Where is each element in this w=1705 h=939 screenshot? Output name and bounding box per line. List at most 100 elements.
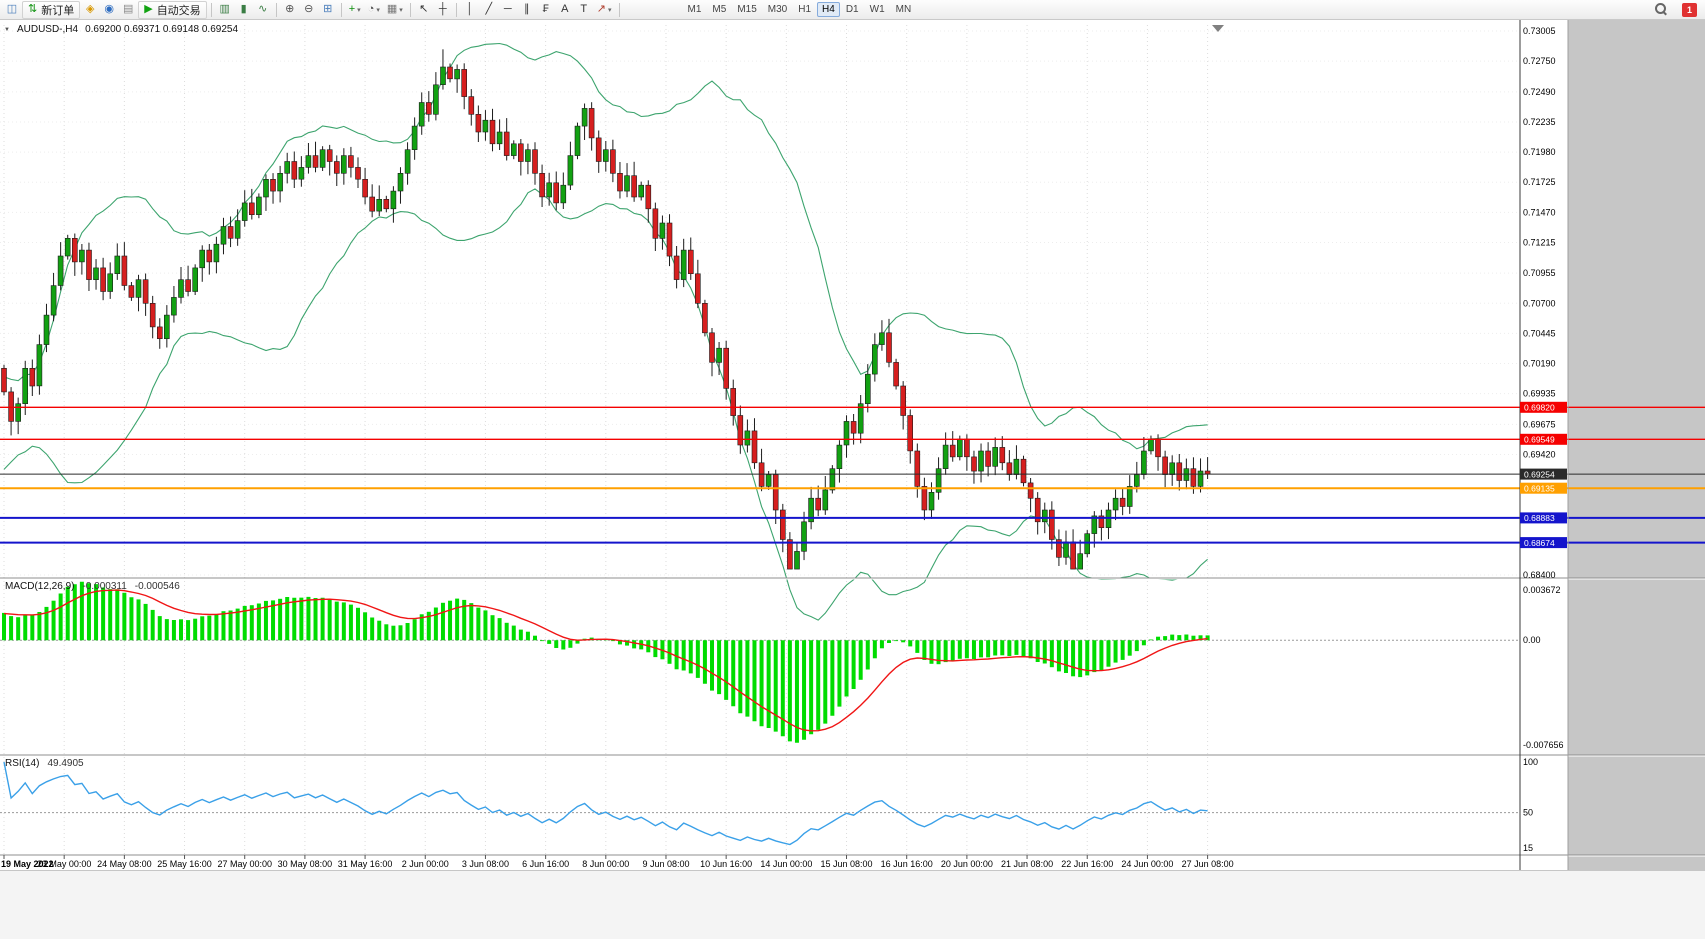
rsi-line: [3, 761, 1208, 846]
trendline-button[interactable]: ╱: [480, 1, 498, 19]
candle-body: [227, 226, 234, 239]
candle-body: [270, 179, 276, 192]
candlestick-mode-icon: ▮: [240, 3, 247, 15]
arrows-button[interactable]: ↗ ▾: [594, 1, 615, 19]
candle-body: [171, 297, 177, 316]
candle-body: [1141, 450, 1147, 475]
date-label: 19 May 2022: [1, 859, 54, 869]
periods-button[interactable]: ◔ ▾: [365, 1, 383, 19]
candle-body: [1190, 468, 1197, 487]
candle-body: [43, 314, 50, 345]
candle-body: [50, 285, 57, 316]
new-chart-button[interactable]: + ▾: [346, 1, 364, 19]
new-chart-button-dropdown-arrow[interactable]: ▾: [357, 6, 361, 14]
candle-body: [1162, 456, 1168, 475]
timeframe-h4-button[interactable]: H4: [817, 2, 840, 17]
date-label: 14 Jun 00:00: [760, 859, 812, 869]
candle-body: [291, 161, 298, 180]
notification-badge[interactable]: 1: [1682, 2, 1697, 17]
tile-windows-button[interactable]: ⊞: [319, 1, 337, 19]
price-badge: [1520, 537, 1567, 549]
accounts-icon: ◉: [104, 3, 115, 15]
timeframe-d1-button[interactable]: D1: [845, 4, 859, 15]
chart-shift-marker[interactable]: [1212, 25, 1224, 32]
price-badge-label: 0.69549: [1524, 435, 1555, 445]
candle-body: [496, 131, 503, 145]
timeframe-w1-button[interactable]: W1: [869, 4, 885, 15]
candle-body: [595, 137, 602, 162]
one-click-trading-toggle[interactable]: ▼: [4, 26, 10, 33]
candle-body: [893, 362, 899, 387]
zoom-in-button[interactable]: ⊕: [281, 1, 299, 19]
cursor-button[interactable]: ↖: [415, 1, 433, 19]
candle-body: [886, 332, 892, 363]
bottom-area: [0, 870, 1705, 939]
candle-body: [525, 149, 531, 162]
favorites-button[interactable]: ◈: [81, 1, 99, 19]
timeframe-h1-button[interactable]: H1: [798, 4, 812, 15]
candle-body: [588, 108, 595, 139]
chart-canvas[interactable]: 0.73005 0.72750 0.72490 0.72235 0.71980 0.717…: [0, 20, 1705, 870]
toolbar: ◫ ⇅ 新订单 ◈ ◉ ▤ ▶ 自动交易 ▥ ▮ ∿ ⊕ ⊖ ⊞ + ▾ ◔ ▾ ▦ ▾ ↖ ┼ │ ╱ ─ ∥ ₣ A T ↗ ▾ M1 M…: [0, 0, 1705, 20]
line-chart-mode-button[interactable]: ∿: [254, 1, 272, 19]
date-label: 16 Jun 16:00: [881, 859, 933, 869]
history-button[interactable]: ▤: [119, 1, 137, 19]
candle-body: [779, 509, 786, 540]
price-axis[interactable]: [1520, 20, 1568, 870]
candle-body: [787, 539, 793, 570]
timeframe-m30-button[interactable]: M30: [767, 4, 788, 15]
price-badge: [1520, 401, 1567, 413]
candle-body: [510, 143, 517, 156]
candle-body: [1049, 509, 1055, 540]
rsi-value: 49.4905: [47, 758, 84, 769]
candle-body: [532, 149, 538, 174]
autotrade-button[interactable]: ▶ 自动交易: [138, 0, 207, 19]
text-label-button[interactable]: T: [575, 1, 593, 19]
templates-button[interactable]: ▦ ▾: [384, 1, 406, 19]
candle-body: [234, 220, 241, 239]
candle-body: [567, 155, 574, 186]
candle-body: [610, 149, 616, 174]
candle-body: [680, 249, 687, 280]
equidistant-channel-button[interactable]: ∥: [518, 1, 536, 19]
line-chart-mode-icon: ∿: [258, 3, 268, 15]
horizontal-line-button[interactable]: ─: [499, 1, 517, 19]
zoom-out-button[interactable]: ⊖: [300, 1, 318, 19]
price-badge-label: 0.69254: [1524, 469, 1555, 479]
terminal-chart-button[interactable]: ◫: [3, 1, 21, 19]
candle-body: [638, 184, 645, 198]
arrows-button-dropdown-arrow[interactable]: ▾: [608, 6, 612, 14]
bar-chart-mode-button[interactable]: ▥: [216, 1, 234, 19]
crosshair-button[interactable]: ┼: [434, 1, 452, 19]
timeframe-m5-button[interactable]: M5: [712, 4, 727, 15]
candle-body: [312, 155, 319, 168]
toolbar-separator: [275, 2, 277, 17]
new-order-button[interactable]: ⇅ 新订单: [22, 0, 81, 19]
timeframe-mn-button[interactable]: MN: [895, 4, 912, 15]
periods-button-dropdown-arrow[interactable]: ▾: [376, 6, 380, 14]
candle-body: [1020, 458, 1027, 484]
price-badge-label: 0.69820: [1524, 403, 1555, 413]
text-button[interactable]: A: [556, 1, 574, 19]
fibonacci-button[interactable]: ₣: [537, 1, 555, 19]
candle-body: [440, 66, 446, 86]
candle-body: [645, 184, 652, 210]
new-order-icon: ⇅: [28, 3, 38, 15]
rsi-axis-label: 50: [1523, 808, 1533, 818]
candle-body: [1034, 497, 1041, 523]
candle-body: [971, 456, 977, 472]
rsi-axis-label: 100: [1523, 757, 1538, 767]
price-axis-label: 0.69675: [1523, 419, 1556, 429]
vertical-line-button[interactable]: │: [461, 1, 479, 19]
templates-button-dropdown-arrow[interactable]: ▾: [399, 6, 403, 14]
timeframe-m1-button[interactable]: M1: [687, 4, 702, 15]
candle-body: [185, 279, 191, 292]
search-icon[interactable]: [1655, 3, 1668, 16]
date-label: 3 Jun 08:00: [462, 859, 509, 869]
candlestick-mode-button[interactable]: ▮: [235, 1, 253, 19]
accounts-button[interactable]: ◉: [100, 1, 118, 19]
candle-body: [1063, 541, 1069, 558]
candle-body: [482, 119, 489, 133]
timeframe-m15-button[interactable]: M15: [737, 4, 757, 15]
